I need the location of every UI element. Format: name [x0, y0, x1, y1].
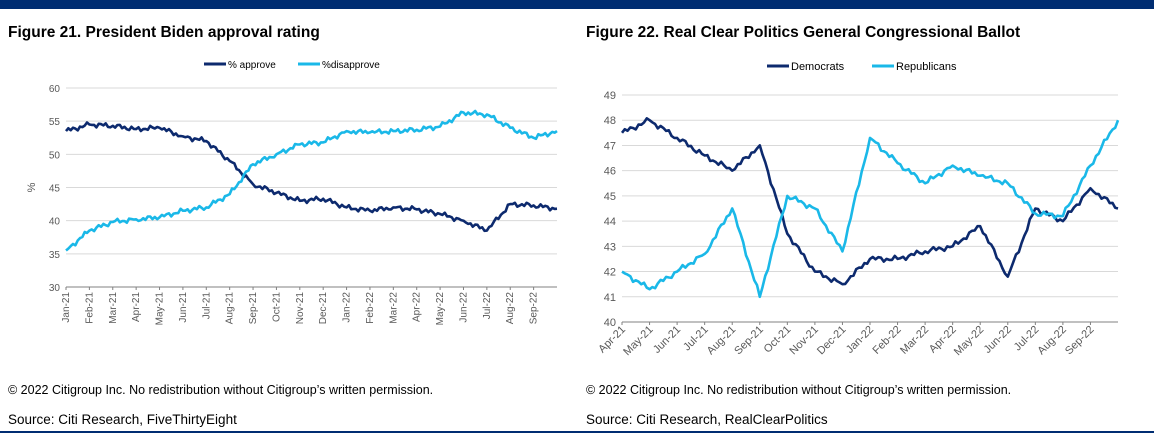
x-tick-label: Jun-21	[651, 324, 683, 356]
x-tick-label: Feb-22	[365, 292, 376, 324]
x-tick-label: Apr-21	[131, 292, 142, 322]
figure-21-source: Source: Citi Research, FiveThirtyEight	[8, 412, 237, 427]
series-line-0	[64, 121, 558, 233]
x-tick-label: Aug-21	[225, 292, 236, 325]
y-tick-label: 48	[604, 115, 616, 127]
x-tick-label: Aug-22	[505, 292, 516, 325]
y-tick-label: 42	[604, 267, 616, 279]
x-tick-label: Nov-21	[787, 324, 821, 358]
x-tick-label: May-22	[952, 324, 986, 358]
bottom-rule	[0, 431, 1154, 433]
series-line-1	[65, 109, 558, 252]
top-rule	[0, 0, 1154, 9]
series-line-1	[621, 119, 1120, 299]
x-tick-label: Oct-21	[271, 292, 282, 322]
figure-22-panel: Figure 22. Real Clear Politics General C…	[578, 0, 1154, 435]
figure-22-copyright: © 2022 Citigroup Inc. No redistribution …	[586, 383, 1012, 397]
x-tick-label: Mar-22	[898, 324, 931, 357]
x-tick-label: Jul-21	[201, 292, 212, 320]
x-tick-label: Jan-22	[844, 324, 876, 356]
x-tick-label: Dec-21	[815, 324, 849, 358]
figure-21-title: Figure 21. President Biden approval rati…	[8, 24, 320, 41]
figure-21-copyright: © 2022 Citigroup Inc. No redistribution …	[8, 383, 434, 397]
x-tick-label: Mar-21	[108, 292, 119, 324]
y-tick-label: 55	[49, 117, 61, 128]
x-tick-label: Sep-22	[529, 292, 540, 325]
legend-label: %disapprove	[322, 60, 380, 71]
x-tick-label: Aug-21	[705, 324, 739, 358]
x-tick-label: Aug-22	[1035, 324, 1069, 358]
x-tick-label: Dec-21	[318, 292, 329, 325]
x-tick-label: May-21	[155, 292, 166, 326]
x-tick-label: Sep-22	[1063, 324, 1097, 358]
figure-22-source: Source: Citi Research, RealClearPolitics	[586, 412, 828, 427]
x-tick-label: Jan-22	[342, 292, 353, 323]
y-tick-label: 49	[604, 90, 616, 102]
y-tick-label: 45	[604, 191, 616, 203]
x-tick-label: Sep-21	[248, 292, 259, 325]
y-tick-label: 40	[49, 217, 61, 228]
legend-label: Republicans	[896, 61, 957, 73]
y-tick-label: 50	[49, 150, 61, 161]
y-tick-label: 46	[604, 166, 616, 178]
x-tick-label: Jun-22	[982, 324, 1014, 356]
x-tick-label: Jan-21	[61, 292, 72, 323]
x-tick-label: May-22	[435, 292, 446, 326]
x-tick-label: Feb-21	[84, 292, 95, 324]
legend-label: Democrats	[791, 61, 845, 73]
y-axis-label: %	[26, 182, 38, 192]
figure-21-chart: 30 35 40 45 50 55 60 Jan-21 Feb-21 Mar-21 Apr-21 Ma…	[26, 60, 558, 326]
y-tick-label: 43	[604, 241, 616, 253]
x-tick-label: Sep-21	[732, 324, 766, 358]
figure-22-chart: 40414243444546474849Apr-21May-21Jun-21Ju…	[596, 61, 1120, 358]
y-tick-label: 30	[49, 283, 61, 294]
series-line-0	[620, 117, 1119, 286]
y-tick-label: 45	[49, 184, 61, 195]
figure-22-title: Figure 22. Real Clear Politics General C…	[586, 24, 1021, 41]
x-tick-label: Nov-21	[295, 292, 306, 325]
x-tick-label: Jul-22	[482, 292, 493, 320]
y-tick-label: 40	[604, 317, 616, 329]
x-tick-label: Jun-22	[458, 292, 469, 323]
legend-label: % approve	[228, 60, 276, 71]
x-tick-label: May-21	[621, 324, 655, 358]
y-tick-label: 47	[604, 140, 616, 152]
y-tick-label: 60	[49, 84, 61, 95]
y-tick-label: 41	[604, 292, 616, 304]
y-tick-label: 35	[49, 250, 61, 261]
x-tick-label: Apr-22	[412, 292, 423, 322]
figure-21-panel: Figure 21. President Biden approval rati…	[0, 0, 572, 435]
y-tick-label: 44	[604, 216, 616, 228]
x-tick-label: Jun-21	[178, 292, 189, 323]
x-tick-label: Feb-22	[871, 324, 904, 357]
x-tick-label: Mar-22	[388, 292, 399, 324]
